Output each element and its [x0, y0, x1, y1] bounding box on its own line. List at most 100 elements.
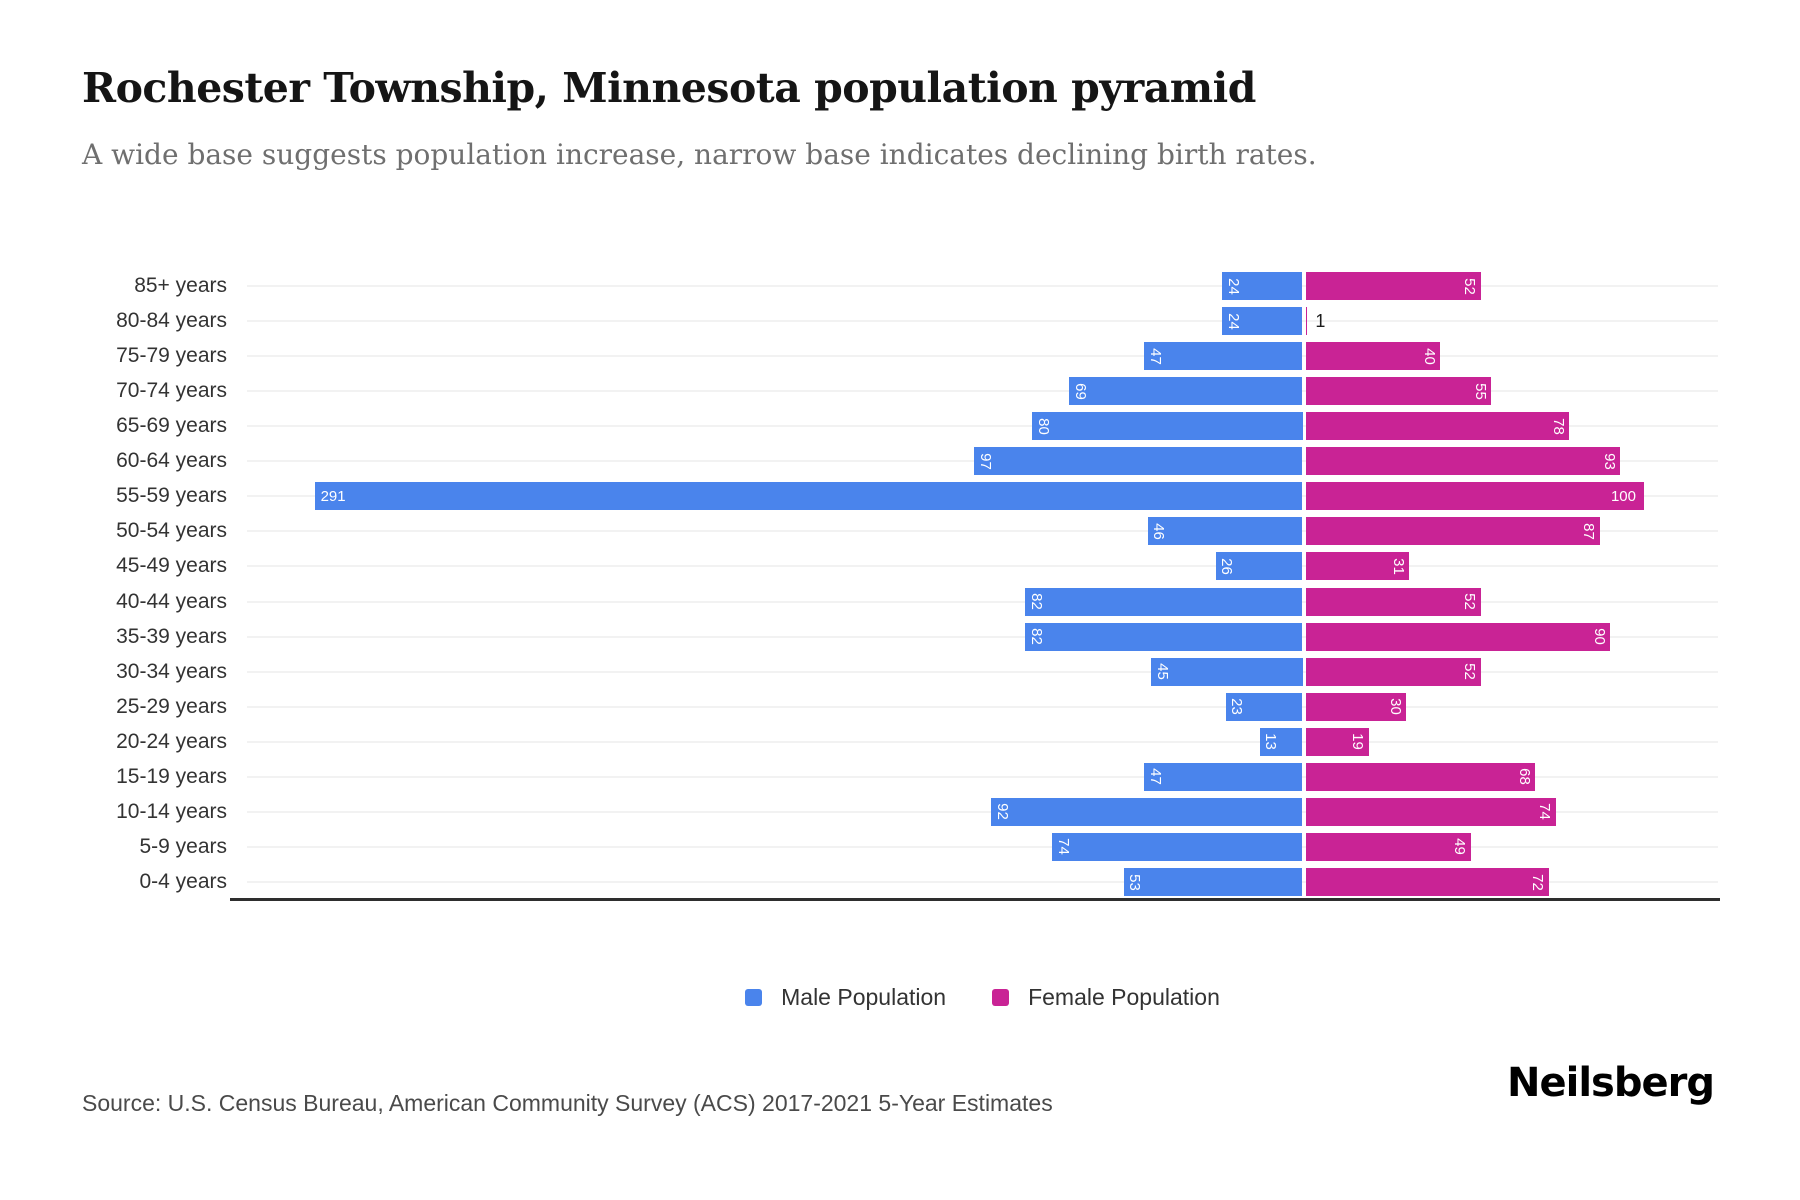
age-axis-label: 10-14 years — [116, 799, 227, 823]
male-bar-value-label: 82 — [1027, 628, 1045, 645]
male-bar: 23 — [1225, 692, 1303, 721]
male-bar-value-label: 46 — [1150, 523, 1168, 540]
row-gridline — [247, 740, 1718, 743]
male-bar: 53 — [1123, 868, 1303, 897]
row-gridline — [247, 670, 1718, 673]
female-bar: 19 — [1305, 727, 1369, 756]
row-gridline — [247, 285, 1718, 287]
male-bar: 82 — [1025, 622, 1303, 651]
legend-label-female: Female Population — [1028, 984, 1220, 1010]
row-gridline — [247, 845, 1718, 848]
male-bar: 24 — [1222, 272, 1303, 300]
female-bar: 52 — [1305, 657, 1481, 686]
female-bar: 90 — [1305, 622, 1610, 651]
male-legend-swatch-icon — [745, 989, 763, 1006]
female-bar: 30 — [1305, 692, 1406, 721]
female-bar-value-label: 74 — [1536, 803, 1554, 821]
female-bar-value-label: 1 — [1315, 310, 1326, 331]
female-bar-value-label: 78 — [1549, 417, 1567, 435]
age-axis-label: 40-44 years — [116, 589, 227, 613]
age-axis-label: 15-19 years — [116, 764, 227, 788]
male-bar: 13 — [1259, 727, 1303, 756]
age-axis-label: 75-79 years — [116, 344, 227, 368]
female-bar-value-label: 31 — [1389, 558, 1407, 575]
age-axis-label: 50-54 years — [116, 519, 227, 543]
male-bar: 82 — [1025, 587, 1303, 616]
male-bar: 97 — [974, 447, 1303, 476]
male-bar-value-label: 53 — [1126, 873, 1144, 891]
male-bar: 46 — [1147, 517, 1303, 546]
row-gridline — [247, 635, 1718, 638]
female-bar: 93 — [1305, 447, 1621, 476]
female-bar: 72 — [1305, 868, 1549, 897]
female-bar-value-label: 90 — [1590, 628, 1608, 645]
row-gridline — [247, 705, 1718, 708]
row-gridline — [247, 600, 1718, 603]
female-bar-value-label: 52 — [1461, 663, 1479, 680]
male-bar-value-label: 24 — [1224, 277, 1242, 295]
row-gridline — [247, 881, 1718, 884]
female-bar-value-label: 30 — [1386, 698, 1404, 716]
legend-label-male: Male Population — [781, 984, 947, 1010]
female-bar: 87 — [1305, 517, 1600, 546]
age-axis-label: 55-59 years — [116, 484, 227, 508]
female-bar-value-label: 19 — [1349, 733, 1367, 751]
female-bar: 78 — [1305, 412, 1570, 441]
female-bar-value-label: 52 — [1461, 277, 1479, 295]
male-bar-value-label: 69 — [1071, 382, 1089, 400]
male-bar-value-label: 24 — [1224, 312, 1242, 330]
page-title: Rochester Township, Minnesota population… — [82, 64, 1256, 112]
x-axis-line — [230, 898, 1720, 901]
male-bar: 45 — [1151, 657, 1303, 686]
male-bar: 47 — [1144, 342, 1303, 371]
page-subtitle: A wide base suggests population increase… — [82, 138, 1317, 171]
row-gridline — [247, 530, 1718, 533]
male-bar: 74 — [1052, 832, 1303, 861]
row-gridline — [247, 775, 1718, 778]
neilsberg-logo: Neilsberg — [1507, 1060, 1715, 1106]
row-gridline — [247, 810, 1718, 813]
age-axis-label: 25-29 years — [116, 694, 227, 718]
female-legend-swatch-icon — [992, 989, 1010, 1006]
age-axis-label: 45-49 years — [116, 554, 227, 578]
female-bar: 52 — [1305, 272, 1481, 300]
female-bar-value-label: 55 — [1471, 382, 1489, 400]
age-axis-label: 70-74 years — [116, 379, 227, 403]
male-bar-value-label: 23 — [1228, 698, 1246, 716]
male-bar-value-label: 97 — [976, 452, 994, 470]
male-bar-value-label: 80 — [1034, 417, 1052, 435]
male-bar-value-label: 74 — [1054, 838, 1072, 856]
male-bar-value-label: 13 — [1262, 733, 1280, 751]
female-bar-value-label: 100 — [1610, 487, 1636, 505]
age-axis-label: 65-69 years — [116, 414, 227, 438]
age-axis-label: 20-24 years — [116, 729, 227, 753]
male-bar-value-label: 45 — [1153, 663, 1171, 680]
row-gridline — [247, 390, 1718, 393]
female-bar-value-label: 49 — [1451, 838, 1469, 856]
row-gridline — [247, 320, 1718, 323]
age-axis-label: 35-39 years — [116, 624, 227, 648]
source-attribution: Source: U.S. Census Bureau, American Com… — [82, 1090, 1053, 1116]
female-bar-value-label: 52 — [1461, 593, 1479, 610]
male-bar-value-label: 291 — [320, 487, 346, 505]
row-gridline — [247, 565, 1718, 568]
legend: Male Population Female Population — [247, 984, 1718, 1011]
row-gridline — [247, 425, 1718, 428]
female-bar: 55 — [1305, 377, 1491, 406]
male-bar: 24 — [1222, 307, 1303, 336]
legend-item-female[interactable]: Female Population — [992, 984, 1220, 1011]
row-gridline — [247, 355, 1718, 358]
male-bar-value-label: 47 — [1146, 347, 1164, 365]
male-bar-value-label: 92 — [993, 803, 1011, 821]
female-bar: 49 — [1305, 832, 1471, 861]
age-axis-label: 0-4 years — [139, 870, 227, 894]
female-bar: 1 — [1305, 307, 1325, 336]
age-axis-label: 85+ years — [134, 274, 227, 297]
male-bar: 69 — [1069, 377, 1303, 406]
age-axis-label: 30-34 years — [116, 659, 227, 683]
legend-item-male[interactable]: Male Population — [745, 984, 946, 1011]
female-bar: 52 — [1305, 587, 1481, 616]
female-bar: 40 — [1305, 342, 1440, 371]
age-axis-label: 5-9 years — [139, 834, 227, 858]
